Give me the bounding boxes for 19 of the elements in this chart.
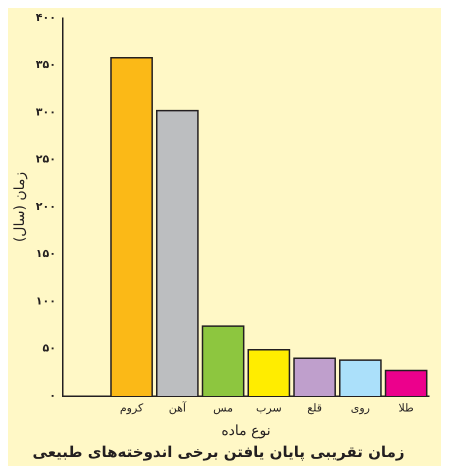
x-tick-label: آهن bbox=[168, 400, 187, 414]
y-tick-label: ۲۵۰ bbox=[36, 152, 56, 166]
y-tick-label: ۰ bbox=[49, 388, 56, 402]
x-axis-title: نوع ماده bbox=[221, 423, 271, 440]
y-tick-label: ۱۵۰ bbox=[36, 247, 56, 260]
y-tick-label: ۲۰۰ bbox=[36, 200, 56, 213]
x-tick-label: روی bbox=[350, 401, 370, 414]
y-tick-label: ۳۵۰ bbox=[36, 58, 56, 72]
y-tick-label: ۱۰۰ bbox=[36, 294, 56, 308]
text: زمان تقریبی پایان یافتن برخی اندوخته‌های طبیعی bbox=[32, 442, 404, 461]
y-tick-label: ۳۰۰ bbox=[36, 105, 56, 118]
y-tick-label: ۵۰ bbox=[42, 342, 56, 355]
x-tick-label: مس bbox=[213, 401, 234, 414]
x-tick-label: قلع bbox=[307, 401, 322, 414]
y-tick-label: ۴۰۰ bbox=[36, 10, 56, 24]
x-tick-label: طلا bbox=[398, 401, 414, 414]
x-tick-label: کروم bbox=[120, 401, 144, 414]
y-axis-title: زمان (سال) bbox=[12, 172, 28, 242]
x-tick-label: سرب bbox=[256, 401, 282, 414]
